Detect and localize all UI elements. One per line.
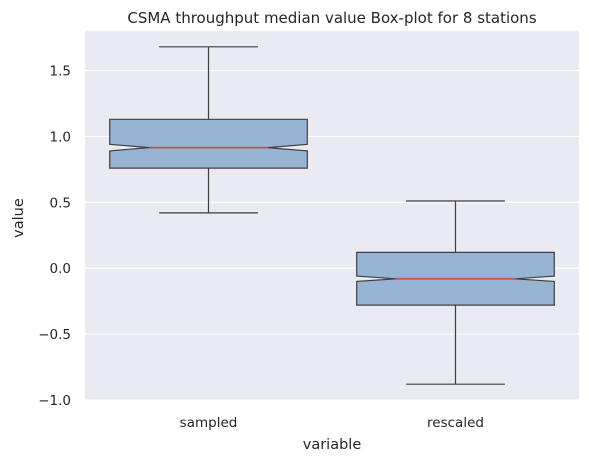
y-tick-label: −0.5 xyxy=(38,327,71,343)
box-rescaled xyxy=(356,200,555,385)
y-axis-label: value xyxy=(11,198,27,238)
x-tick-labels: sampled rescaled xyxy=(180,415,484,431)
y-tick-label: 1.5 xyxy=(50,64,71,80)
chart-title: CSMA throughput median value Box-plot fo… xyxy=(127,9,536,27)
x-tick-label: sampled xyxy=(180,415,238,431)
notched-box xyxy=(109,118,308,169)
y-tick-label: 0.0 xyxy=(50,261,71,277)
box-sampled xyxy=(109,46,308,214)
x-axis-label: variable xyxy=(303,437,362,453)
plot-background xyxy=(85,31,579,400)
x-tick-label: rescaled xyxy=(427,415,484,431)
box-plots xyxy=(109,46,555,385)
y-tick-labels: −1.0 −0.5 0.0 0.5 1.0 1.5 xyxy=(38,64,71,409)
y-tick-label: 1.0 xyxy=(50,129,71,145)
y-tick-label: 0.5 xyxy=(50,195,71,211)
y-tick-label: −1.0 xyxy=(38,393,71,409)
